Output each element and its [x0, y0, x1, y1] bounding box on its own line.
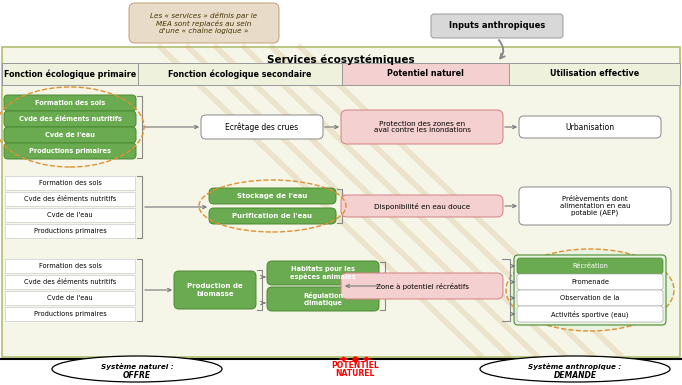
Text: Formation des sols: Formation des sols [35, 100, 105, 106]
Text: Cvde des éléments nutritifs: Cvde des éléments nutritifs [24, 196, 116, 202]
Text: Cvde de l'eau: Cvde de l'eau [47, 212, 93, 218]
FancyBboxPatch shape [174, 271, 256, 309]
FancyBboxPatch shape [5, 224, 135, 238]
FancyBboxPatch shape [267, 261, 379, 285]
Text: Formation des sols: Formation des sols [39, 263, 102, 269]
FancyBboxPatch shape [4, 143, 136, 159]
FancyBboxPatch shape [138, 63, 342, 85]
Text: POTENTIEL: POTENTIEL [331, 362, 379, 370]
FancyBboxPatch shape [5, 291, 135, 305]
FancyBboxPatch shape [341, 195, 503, 217]
FancyBboxPatch shape [2, 63, 138, 85]
FancyBboxPatch shape [267, 287, 379, 311]
FancyBboxPatch shape [5, 307, 135, 321]
Text: Cvde des éléments nutritifs: Cvde des éléments nutritifs [18, 116, 121, 122]
FancyBboxPatch shape [509, 63, 680, 85]
Ellipse shape [480, 356, 670, 382]
Text: DEMANDE: DEMANDE [553, 370, 597, 380]
FancyBboxPatch shape [5, 259, 135, 273]
FancyBboxPatch shape [129, 3, 279, 43]
FancyBboxPatch shape [5, 192, 135, 206]
FancyBboxPatch shape [342, 63, 509, 85]
Text: Formation des sols: Formation des sols [39, 180, 102, 186]
FancyBboxPatch shape [4, 95, 136, 111]
FancyBboxPatch shape [519, 116, 661, 138]
Text: NATUREL: NATUREL [336, 370, 374, 378]
FancyBboxPatch shape [4, 127, 136, 143]
Text: Cvde de l'eau: Cvde de l'eau [47, 295, 93, 301]
Text: Système anthropique :: Système anthropique : [529, 363, 621, 370]
FancyBboxPatch shape [517, 258, 663, 274]
Text: Fonction écologique primaire: Fonction écologique primaire [4, 69, 136, 79]
FancyBboxPatch shape [5, 275, 135, 289]
Text: Disponibilité en eau douce: Disponibilité en eau douce [374, 203, 470, 209]
FancyBboxPatch shape [4, 111, 136, 127]
Text: Stockage de l'eau: Stockage de l'eau [237, 193, 308, 199]
Text: Régulation
climatique: Régulation climatique [303, 292, 343, 306]
FancyBboxPatch shape [517, 306, 663, 322]
Text: Prélèvements dont
alimentation en eau
potable (AEP): Prélèvements dont alimentation en eau po… [560, 196, 630, 216]
Text: Productions primaires: Productions primaires [33, 311, 106, 317]
Ellipse shape [506, 249, 674, 331]
Text: Services écosystémiques: Services écosystémiques [267, 55, 415, 65]
Ellipse shape [52, 356, 222, 382]
Text: Productions primaires: Productions primaires [29, 148, 111, 154]
FancyBboxPatch shape [5, 208, 135, 222]
Text: Les « services » définis par le
MEA sont replacés au sein
d'une « chaîne logique: Les « services » définis par le MEA sont… [151, 12, 258, 34]
FancyBboxPatch shape [517, 274, 663, 290]
Text: Activités sportive (eau): Activités sportive (eau) [551, 310, 629, 318]
Text: OFFRE: OFFRE [123, 370, 151, 380]
Text: Fonction écologique secondaire: Fonction écologique secondaire [168, 69, 312, 79]
Text: Observation de la: Observation de la [561, 295, 620, 301]
Text: Zone à potentiel récréatifs: Zone à potentiel récréatifs [376, 283, 469, 290]
FancyBboxPatch shape [431, 14, 563, 38]
FancyBboxPatch shape [519, 187, 671, 225]
Text: Cvde des éléments nutritifs: Cvde des éléments nutritifs [24, 279, 116, 285]
Text: Inputs anthropiques: Inputs anthropiques [449, 22, 545, 30]
Text: Potentiel naturel: Potentiel naturel [387, 70, 464, 79]
Text: Ecrêtage des crues: Ecrêtage des crues [226, 122, 299, 132]
Text: Production de
biomasse: Production de biomasse [187, 283, 243, 296]
FancyBboxPatch shape [514, 255, 666, 325]
Text: Urbanisation: Urbanisation [565, 122, 614, 132]
FancyBboxPatch shape [201, 115, 323, 139]
FancyBboxPatch shape [341, 273, 503, 299]
Text: Cvde de l'eau: Cvde de l'eau [45, 132, 95, 138]
FancyBboxPatch shape [2, 47, 680, 357]
FancyBboxPatch shape [517, 290, 663, 306]
Text: Purification de l'eau: Purification de l'eau [233, 213, 312, 219]
FancyBboxPatch shape [209, 208, 336, 224]
Text: Utilisation effective: Utilisation effective [550, 70, 639, 79]
Text: Productions primaires: Productions primaires [33, 228, 106, 234]
Text: Système naturel :: Système naturel : [101, 363, 173, 370]
Text: Récréation: Récréation [572, 263, 608, 269]
FancyBboxPatch shape [209, 188, 336, 204]
Text: Habitats pour les
espèces animales: Habitats pour les espèces animales [290, 266, 356, 280]
Text: Protection des zones en
aval contre les inondations: Protection des zones en aval contre les … [374, 121, 471, 134]
Text: Promenade: Promenade [571, 279, 609, 285]
FancyBboxPatch shape [341, 110, 503, 144]
FancyBboxPatch shape [5, 176, 135, 190]
